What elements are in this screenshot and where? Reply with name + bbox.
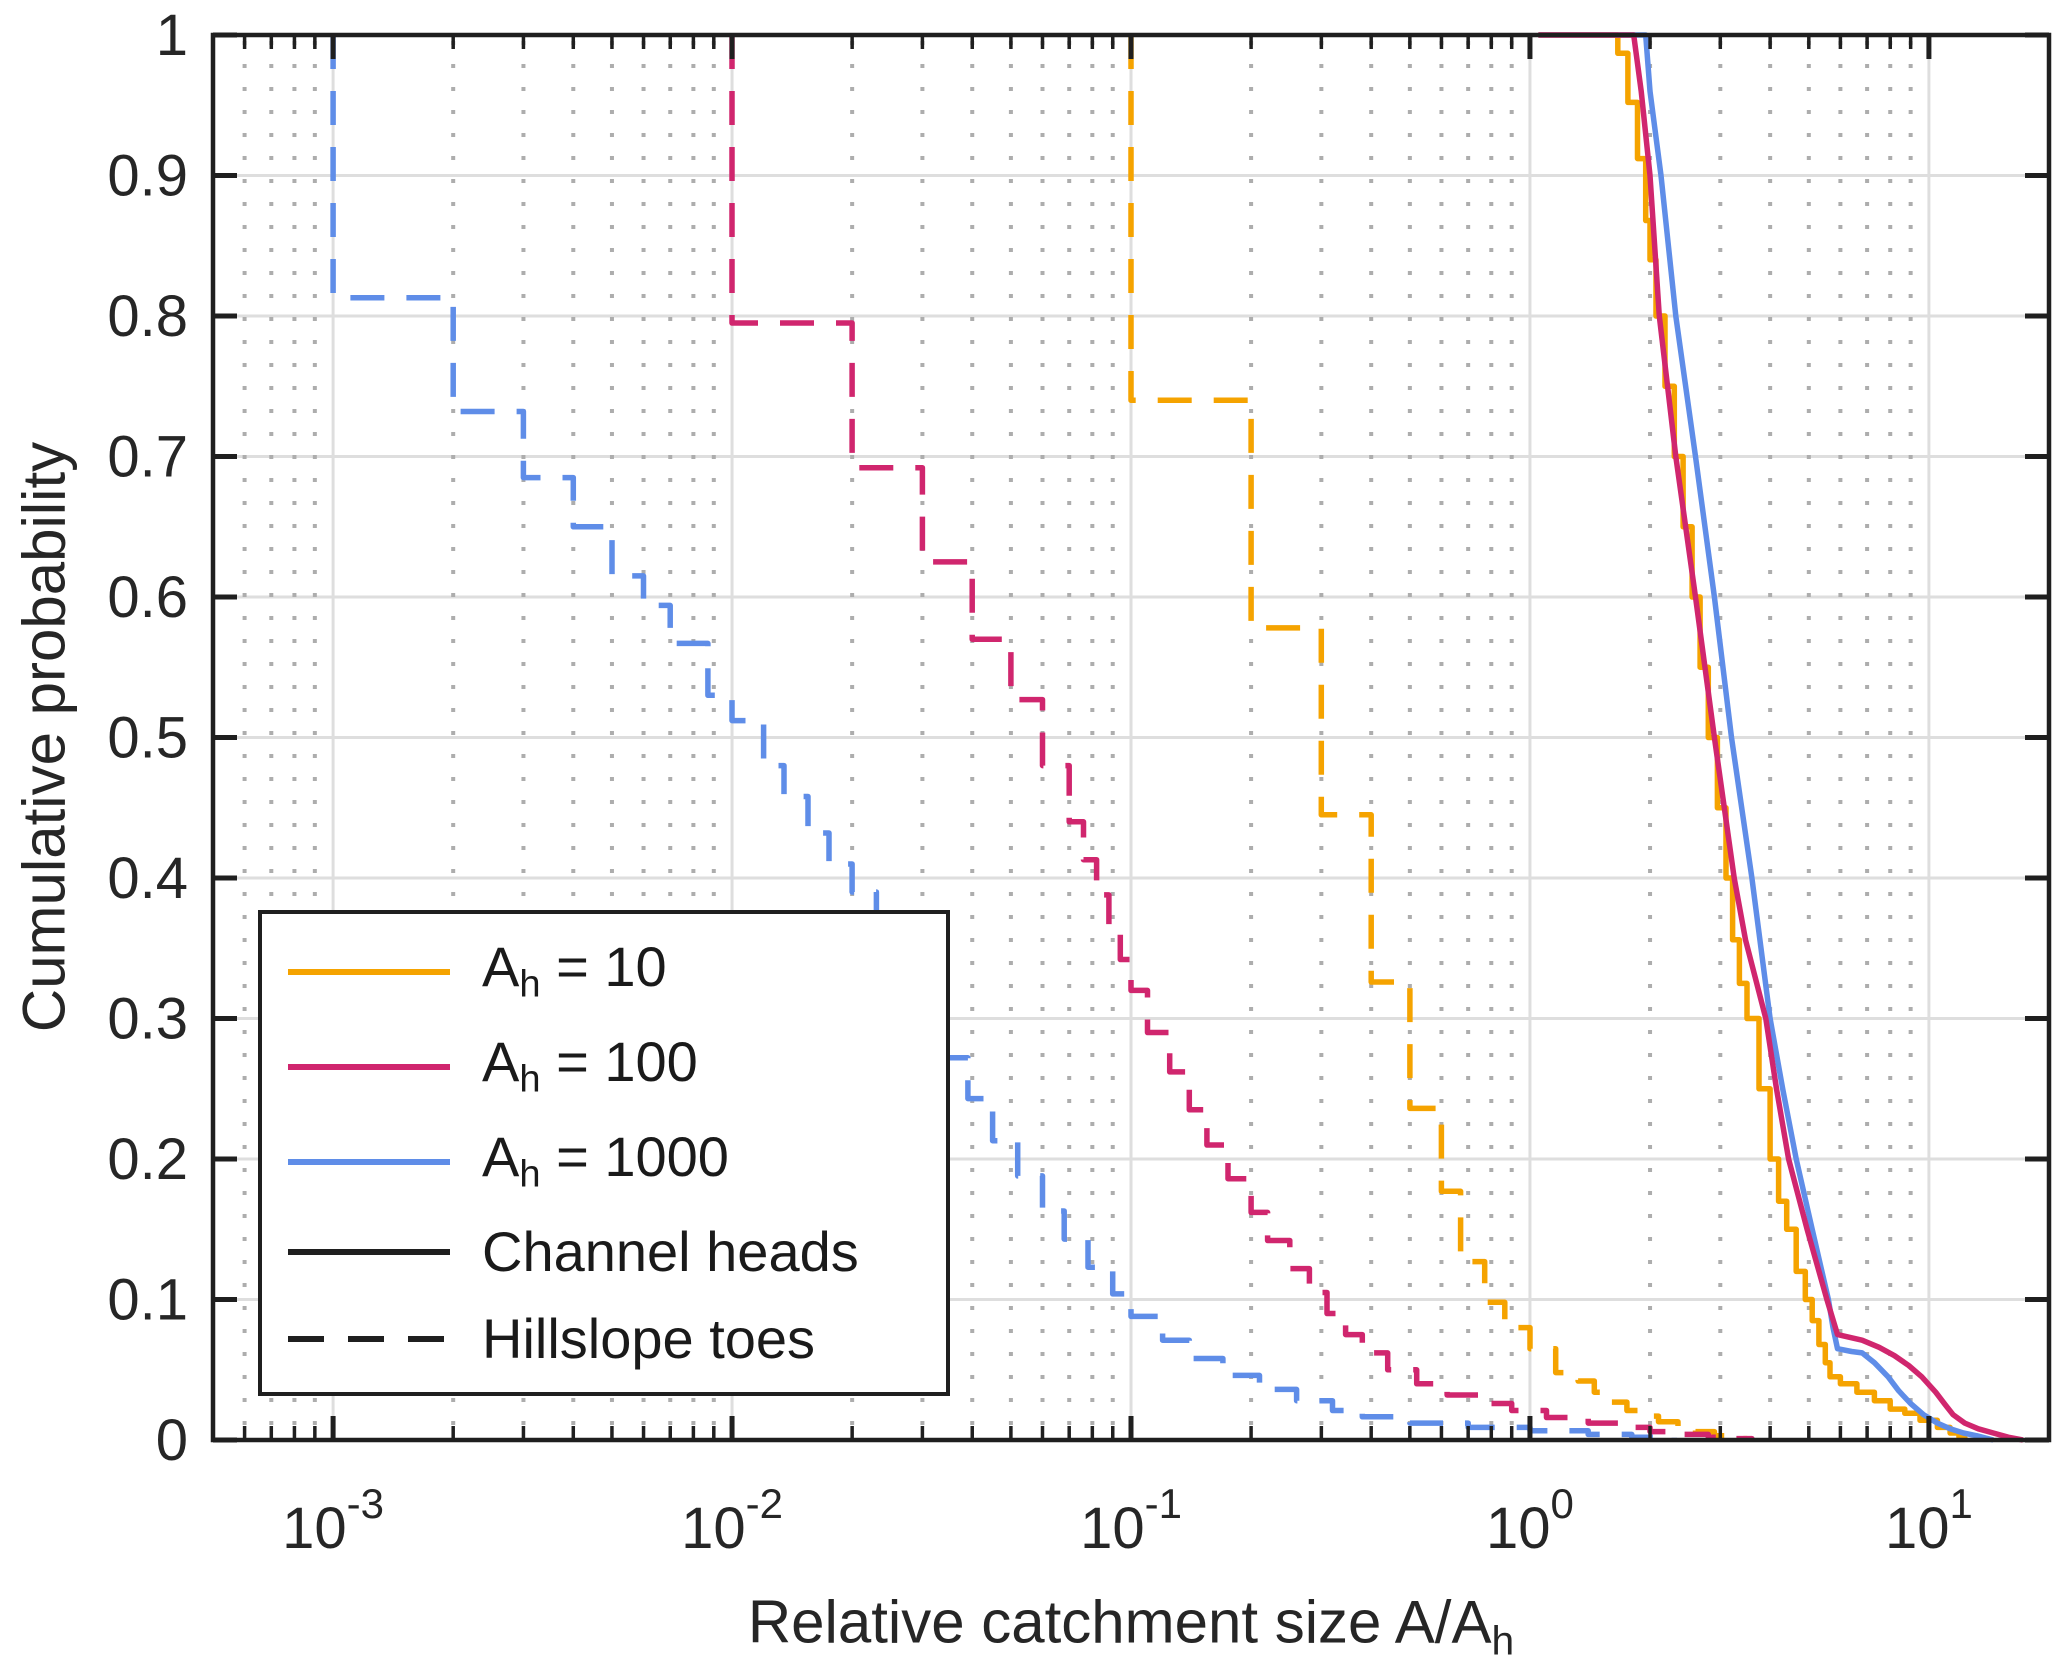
x-tick-label: 100 (1486, 1480, 1574, 1561)
y-tick-label: 0.3 (107, 987, 188, 1052)
legend-line-sample (288, 1335, 450, 1342)
legend-line-sample (288, 968, 450, 975)
y-tick-label: 0 (156, 1408, 188, 1473)
legend-item-label: Ah = 100 (482, 1030, 698, 1101)
legend-item-hillslope-toes: Hillslope toes (288, 1306, 946, 1370)
x-tick-label: 10-1 (1080, 1480, 1182, 1561)
grid-minor-dotted (242, 41, 1913, 1436)
legend-line-sample (288, 1063, 450, 1070)
y-tick-label: 0.1 (107, 1268, 188, 1333)
series-ah1000-hillslope-toes (330, 35, 1678, 1440)
legend-item-label: Ah = 10 (482, 935, 667, 1006)
legend-item-label: Hillslope toes (482, 1306, 816, 1370)
x-axis-label-subscript: h (1491, 1617, 1515, 1664)
y-tick-label: 1 (156, 3, 188, 68)
y-tick-label: 0.4 (107, 846, 188, 911)
legend-item-ah-10: Ah = 10 (288, 939, 946, 1004)
legend-item-label: Channel heads (482, 1220, 859, 1284)
x-axis-label: Relative catchment size A/Ah (748, 1587, 1514, 1664)
y-tick-labels: 0 0.1 0.2 0.3 0.4 0.5 0.6 0.7 0.8 0.9 1 (107, 3, 188, 1473)
series-ah10-hillslope-toes (1128, 35, 1750, 1442)
x-tick-label: 101 (1885, 1480, 1973, 1561)
legend-line-sample (288, 1158, 450, 1165)
y-axis-label-text: Cumulative probability (10, 441, 78, 1033)
y-tick-label: 0.8 (107, 284, 188, 349)
y-axis-label: Cumulative probability (10, 442, 79, 1032)
legend: Ah = 10 Ah = 100 Ah = 1000 Channel heads Hil… (258, 910, 950, 1396)
legend-item-label: Ah = 1000 (482, 1125, 729, 1197)
series-ah100-channel-heads (1538, 32, 2024, 1443)
major-ticks (213, 32, 2049, 1443)
x-tick-labels: 10-3 10-2 10-1 100 101 (282, 1480, 1973, 1561)
legend-item-ah-100: Ah = 100 (288, 1034, 946, 1099)
legend-line-sample (288, 1249, 450, 1256)
series-ah100-hillslope-toes (729, 35, 1755, 1442)
y-tick-label: 0.5 (107, 706, 188, 771)
y-tick-label: 0.2 (107, 1127, 188, 1192)
minor-ticks (242, 35, 1913, 1440)
legend-item-channel-heads: Channel heads (288, 1224, 946, 1280)
y-tick-label: 0.9 (107, 144, 188, 209)
y-tick-label: 0.6 (107, 565, 188, 630)
x-axis-label-text: Relative catchment size A/A (747, 1588, 1492, 1656)
x-tick-label: 10-2 (681, 1480, 783, 1561)
legend-item-ah-1000: Ah = 1000 (288, 1129, 946, 1194)
x-tick-label: 10-3 (282, 1480, 384, 1561)
y-tick-label: 0.7 (107, 425, 188, 490)
